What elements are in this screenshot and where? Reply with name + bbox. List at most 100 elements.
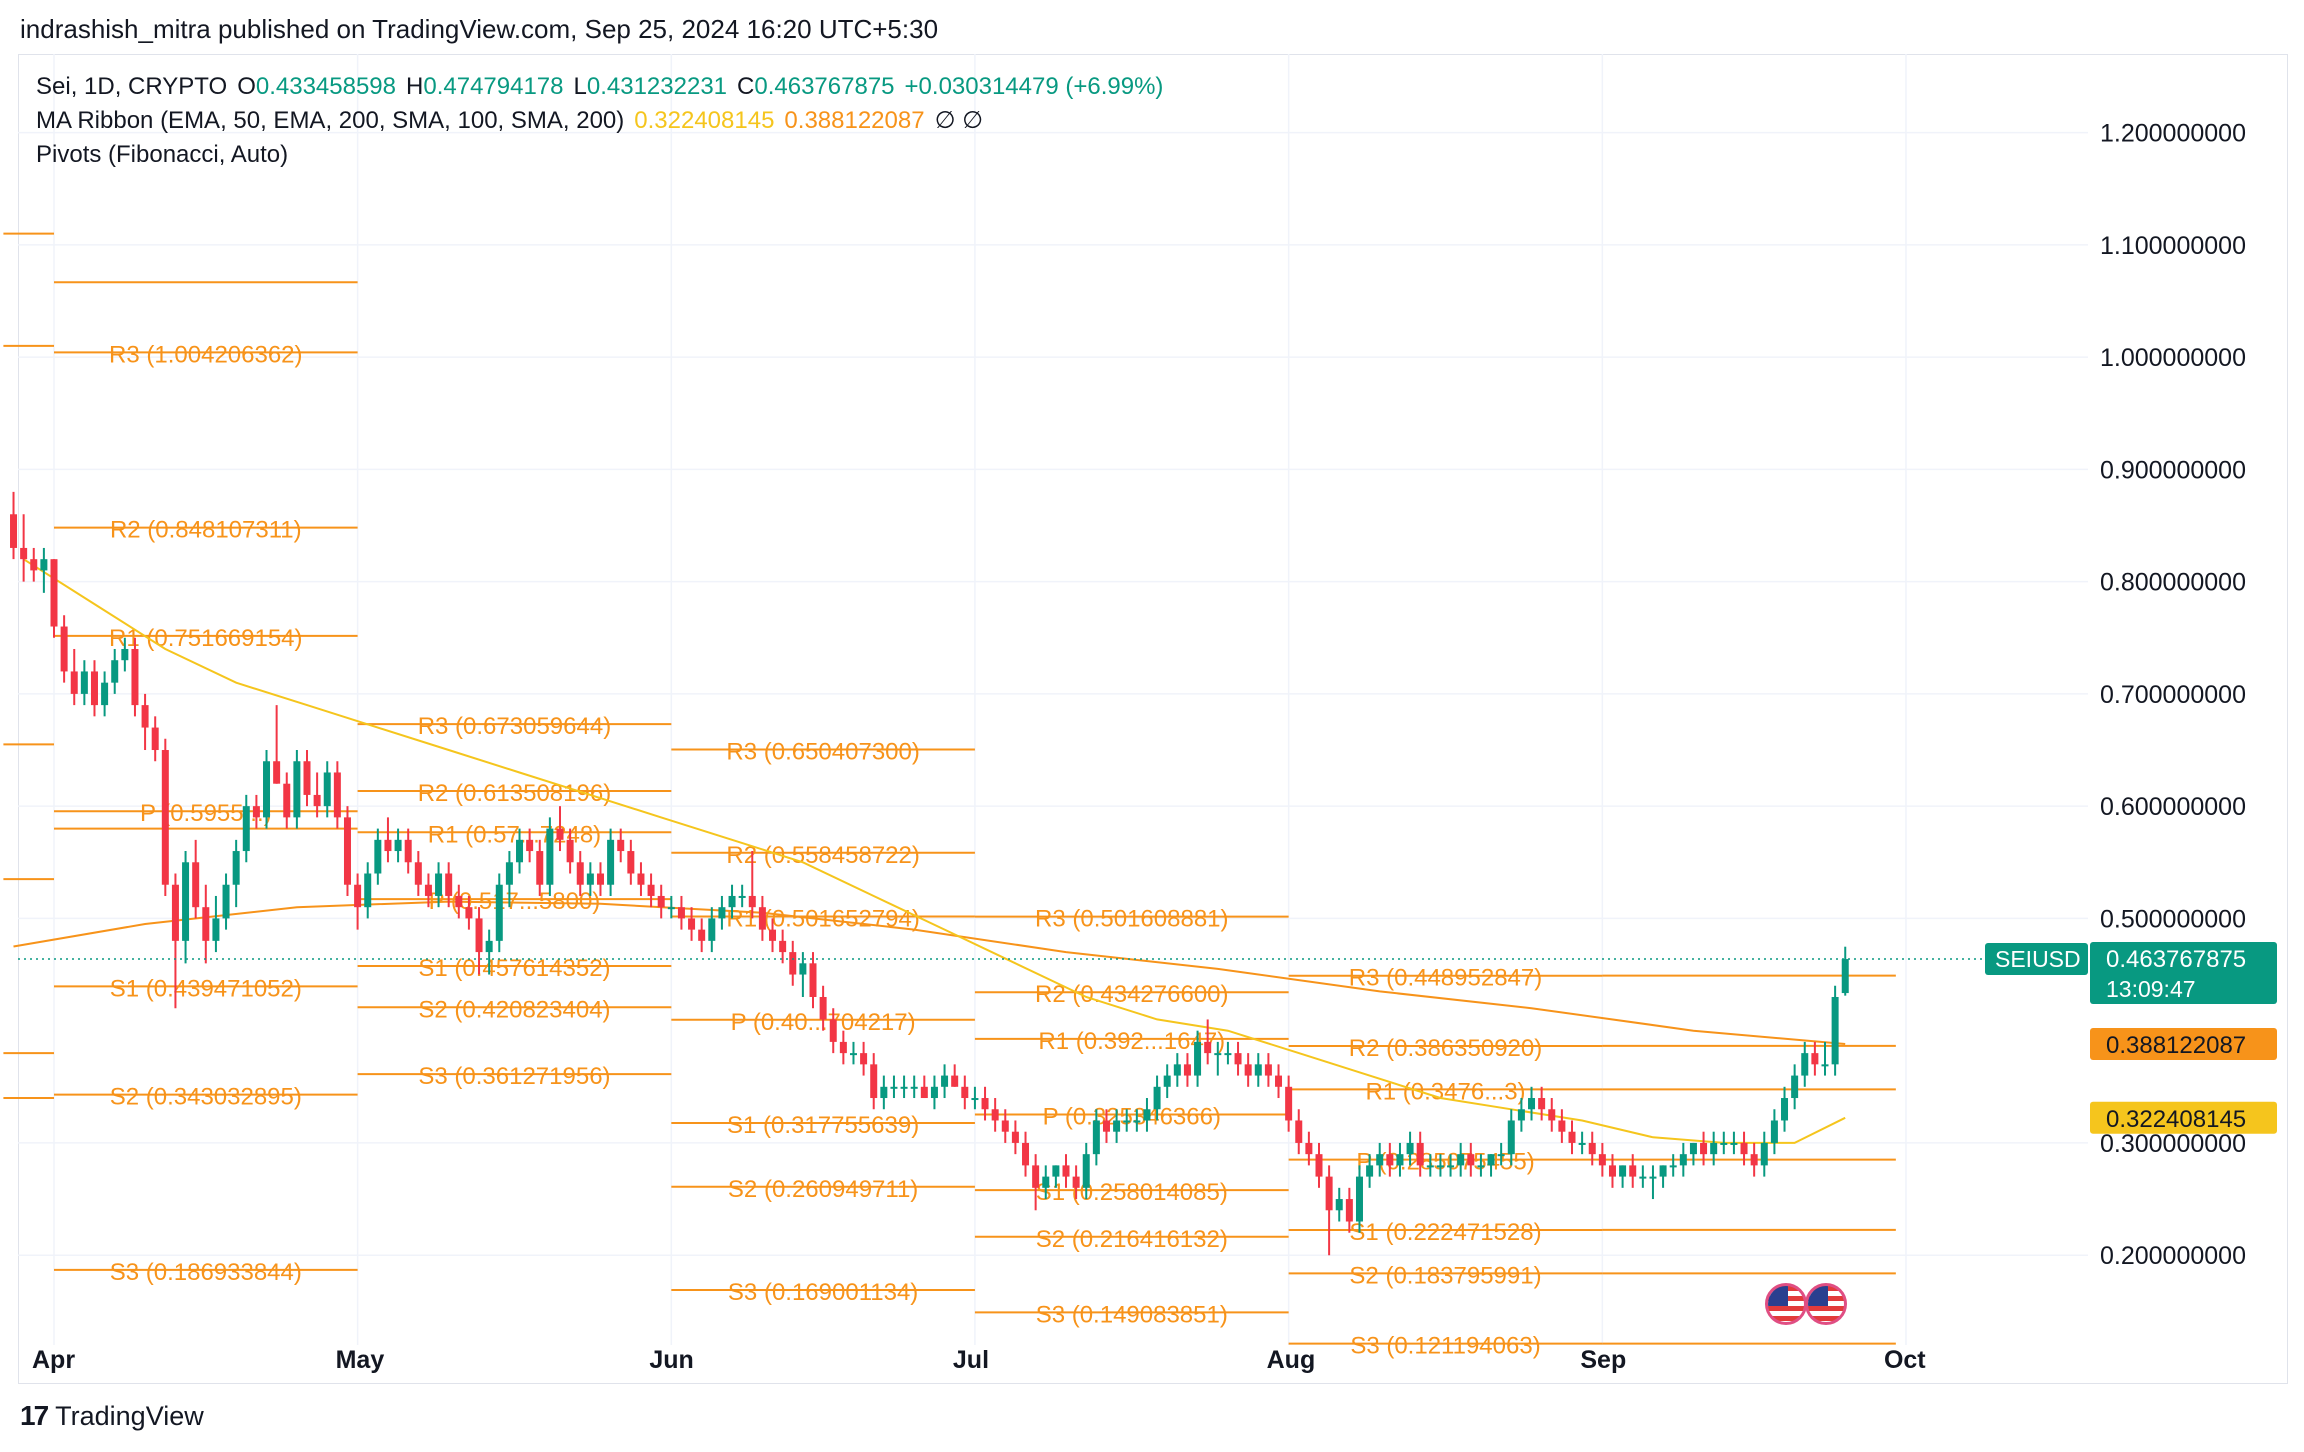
candle-body — [1720, 1142, 1728, 1145]
chart-legend: Sei, 1D, CRYPTO O0.433458598 H0.474794178 L… — [36, 70, 1173, 172]
candle-body — [1173, 1064, 1181, 1076]
tradingview-logo[interactable]: 17 TradingView — [20, 1400, 204, 1432]
pivot-level-label: R2 (0.613508196) — [418, 780, 611, 807]
candle-body — [1305, 1142, 1313, 1155]
legend-l-label: L — [573, 73, 587, 100]
candle-body — [536, 851, 544, 885]
candle-body — [111, 660, 119, 683]
pivot-level-label: R3 (0.501608881) — [1035, 906, 1228, 933]
candle-body — [789, 952, 797, 975]
candle-body — [161, 750, 169, 885]
candle-body — [1679, 1154, 1687, 1166]
candle-body — [1102, 1120, 1110, 1132]
legend-h-label: H — [406, 73, 424, 100]
candle-body — [343, 817, 351, 885]
candle-body — [1254, 1064, 1262, 1076]
candle-body — [293, 761, 301, 818]
pivot-level-label: S3 (0.186933844) — [110, 1259, 302, 1286]
candle-body — [1234, 1053, 1242, 1065]
us-flag-icon[interactable] — [1805, 1283, 1847, 1325]
ma-price-tag — [2090, 1028, 2277, 1061]
candle-body — [414, 862, 422, 885]
last-price-tag — [2090, 942, 2277, 1005]
y-tick-label: 0.500000000 — [2100, 905, 2246, 933]
candle-body — [1457, 1154, 1465, 1166]
candle-body — [182, 862, 190, 941]
candle-body — [40, 559, 48, 571]
candle-body — [1608, 1165, 1616, 1177]
legend-pivots-label[interactable]: Pivots (Fibonacci, Auto) — [36, 141, 289, 168]
pivot-level-label: R1 (0.751669154) — [109, 625, 302, 652]
candle-body — [1831, 996, 1839, 1065]
candle-body — [131, 648, 139, 706]
candle-body — [1244, 1064, 1252, 1076]
axis-layer: 1.200000000 1.100000000 1.000000000 0.90000… — [32, 120, 2246, 1374]
pivot-level-label: S3 (0.149083851) — [1036, 1301, 1228, 1328]
candle-body — [80, 671, 88, 694]
pivot-level-label: R2 (0.848107311) — [110, 517, 302, 544]
candle-body — [617, 839, 625, 852]
candle-body — [313, 794, 321, 807]
candle-body — [566, 839, 574, 863]
candle-body — [374, 839, 382, 874]
candle-body — [738, 895, 746, 898]
pivot-level-label: R3 (0.650407300) — [726, 739, 919, 766]
ma-price-tag-text: 0.388122087 — [2106, 1032, 2246, 1059]
candle-body — [1052, 1165, 1060, 1177]
candle-body — [1092, 1120, 1100, 1155]
candle-body — [30, 559, 38, 571]
pivot-level-label: P (0.285075455) — [1356, 1149, 1534, 1176]
candle-body — [1113, 1120, 1121, 1132]
candle-body — [1588, 1142, 1596, 1155]
legend-ma-value-2: 0.388122087 — [784, 107, 925, 134]
ema200-line — [13, 900, 1846, 1045]
candle-body — [546, 828, 554, 885]
candle-body — [880, 1086, 888, 1099]
ma-ribbon-layer — [13, 558, 1846, 1144]
candle-body — [1517, 1109, 1525, 1121]
candle-body — [222, 884, 230, 919]
candle-body — [121, 648, 129, 661]
candle-body — [1153, 1086, 1161, 1110]
candle-body — [202, 907, 210, 941]
pivot-level-label: R3 (1.004206362) — [109, 341, 302, 368]
legend-change: +0.030314479 (+6.99%) — [904, 73, 1164, 100]
y-tick-label: 0.200000000 — [2100, 1242, 2246, 1270]
candle-body — [1133, 1120, 1141, 1123]
tradingview-logo-text: TradingView — [55, 1400, 204, 1431]
candle-body — [1376, 1154, 1384, 1166]
legend-ma-label[interactable]: MA Ribbon (EMA, 50, EMA, 200, SMA, 100, … — [36, 107, 625, 134]
candle-body — [1072, 1176, 1080, 1188]
candle-body — [516, 839, 524, 863]
candle-body — [1477, 1165, 1485, 1168]
us-flag-icon[interactable] — [1765, 1283, 1807, 1325]
candle-body — [1366, 1165, 1374, 1177]
candle-body — [1689, 1142, 1697, 1155]
candle-body — [495, 884, 503, 941]
symbol-tag — [1985, 943, 2088, 976]
candle-body — [1416, 1142, 1424, 1166]
candle-layer — [10, 491, 1849, 1256]
candle-body — [1578, 1142, 1586, 1145]
legend-symbol[interactable]: Sei, 1D, CRYPTO — [36, 73, 228, 100]
candle-body — [890, 1086, 898, 1089]
candle-body — [232, 851, 240, 885]
candle-body — [576, 862, 584, 885]
pivot-level-label: S1 (0.317755639) — [727, 1112, 919, 1139]
candle-body — [1821, 1064, 1829, 1067]
candle-body — [1315, 1154, 1323, 1177]
y-tick-label: 0.900000000 — [2100, 456, 2246, 484]
candle-body — [637, 873, 645, 885]
candle-body — [1649, 1176, 1657, 1179]
legend-ma-row: MA Ribbon (EMA, 50, EMA, 200, SMA, 100, … — [36, 104, 1173, 138]
candle-body — [242, 806, 250, 852]
candle-body — [1345, 1199, 1353, 1222]
pivot-level-label: R3 (0.673059644) — [418, 713, 611, 740]
legend-l-value: 0.431232231 — [586, 73, 728, 100]
candle-body — [1032, 1165, 1040, 1188]
candle-body — [920, 1086, 928, 1099]
x-tick-label: Apr — [32, 1346, 75, 1374]
y-tick-label: 0.600000000 — [2100, 793, 2246, 821]
candle-body — [819, 996, 827, 1020]
